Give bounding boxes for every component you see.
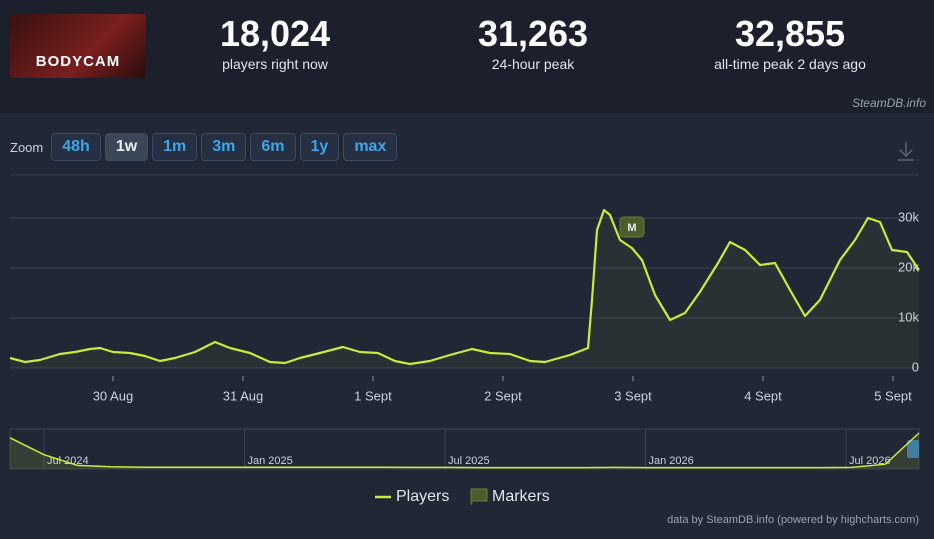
navigator-label: Jan 2026 [649,455,694,467]
zoom-button[interactable]: 1y [299,133,340,161]
x-tick-label: 30 Aug [93,388,134,403]
stat-label: all-time peak 2 days ago [714,56,866,72]
x-tick-label: 1 Sept [354,388,392,403]
x-tick-label: 2 Sept [484,388,522,403]
stat-value: 31,263 [477,13,589,54]
navigator-line [9,432,920,469]
stat: 18,024 players right now [155,13,395,73]
stat-label: players right now [222,56,328,72]
stat-value: 32,855 [734,13,846,54]
zoom-bar: Zoom 48h 1w 1m 3m 6m 1y max [10,133,398,161]
marker-box [619,216,645,238]
legend-label: Players [396,488,449,505]
marker: M [619,216,645,238]
credit: data by SteamDB.info (powered by highcha… [667,514,919,526]
stat-label: 24-hour peak [491,56,575,72]
x-tick-label: 5 Sept [874,388,912,403]
source-band: SteamDB.info [0,93,934,113]
y-tick-label: 0 [912,359,919,374]
navigator-label: Jul 2026 [849,455,891,467]
zoom-button[interactable]: 3m [201,133,247,161]
navigator-handle[interactable] [907,440,919,458]
legend-flag [470,488,488,505]
marker-label: M [627,222,636,234]
x-tick-label: 4 Sept [744,388,782,403]
stat: 32,855 all-time peak 2 days ago [670,13,910,73]
zoom-button[interactable]: 1w [104,133,149,161]
game-logo: BODYCAM [10,14,146,78]
navigator-label: Jan 2025 [248,455,293,467]
x-tick-label: 3 Sept [614,388,652,403]
zoom-button[interactable]: max [343,133,398,161]
y-tick-label: 30k [898,209,919,224]
source: SteamDB.info [851,96,926,110]
line [9,208,920,366]
zoom-button[interactable]: 48h [51,133,101,161]
y-tick-label: 10k [898,309,919,324]
navigator-label: Jul 2024 [47,455,89,467]
download-icon[interactable] [898,142,914,161]
zoom-label: Zoom [10,139,44,155]
navigator-label: Jul 2025 [448,455,490,467]
legend-label: Markers [492,488,550,505]
zoom-button[interactable]: 1m [152,133,198,161]
area [10,210,919,368]
zoom-button[interactable]: 6m [250,133,296,161]
x-tick-label: 31 Aug [223,388,264,403]
stat-value: 18,024 [219,13,331,54]
stat: 31,263 24-hour peak [413,13,653,73]
header: BODYCAM 18,024 players right now 31,263 24… [0,0,934,93]
